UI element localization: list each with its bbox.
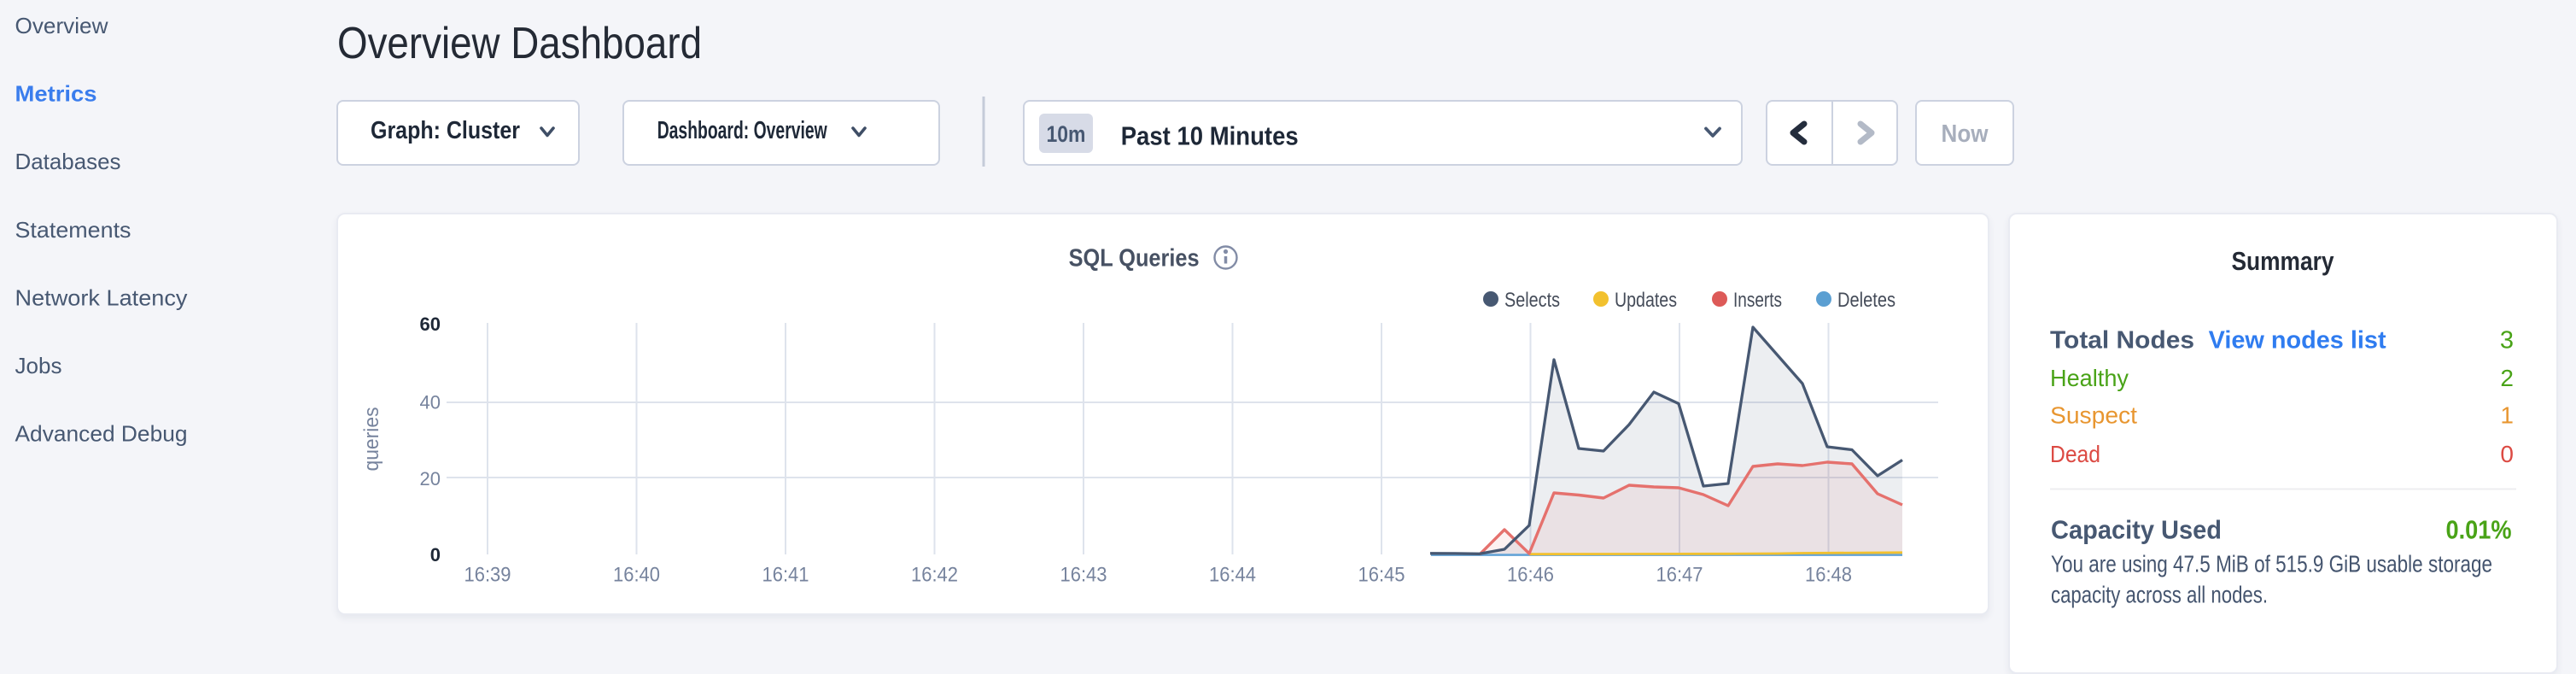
svg-text:Graph: Cluster: Graph: Cluster — [371, 117, 520, 144]
svg-text:Dashboard: Overview: Dashboard: Overview — [657, 117, 827, 144]
svg-text:Total Nodes: Total Nodes — [2050, 327, 2194, 355]
svg-text:SQL Queries: SQL Queries — [1069, 245, 1200, 273]
svg-text:Capacity Used: Capacity Used — [2051, 515, 2222, 545]
svg-text:Summary: Summary — [2232, 246, 2335, 276]
svg-text:16:44: 16:44 — [1209, 564, 1256, 587]
svg-text:20: 20 — [420, 468, 441, 489]
svg-text:Updates: Updates — [1615, 289, 1677, 312]
svg-text:0.01%: 0.01% — [2446, 515, 2512, 545]
svg-text:16:46: 16:46 — [1507, 564, 1554, 587]
svg-text:queries: queries — [360, 407, 383, 472]
svg-text:16:41: 16:41 — [762, 564, 809, 587]
svg-text:Dead: Dead — [2050, 441, 2100, 467]
svg-text:Metrics: Metrics — [15, 81, 97, 107]
svg-text:Healthy: Healthy — [2050, 365, 2129, 391]
svg-text:16:39: 16:39 — [464, 564, 511, 587]
svg-text:Past 10 Minutes: Past 10 Minutes — [1121, 121, 1299, 151]
svg-text:Jobs: Jobs — [15, 353, 62, 378]
svg-text:View nodes list: View nodes list — [2209, 327, 2386, 355]
svg-text:2: 2 — [2500, 365, 2514, 391]
svg-text:16:45: 16:45 — [1358, 564, 1405, 587]
svg-text:40: 40 — [420, 392, 441, 413]
svg-text:0: 0 — [430, 544, 441, 566]
svg-text:You are using 47.5 MiB of 515.: You are using 47.5 MiB of 515.9 GiB usab… — [2051, 551, 2492, 577]
svg-text:Advanced Debug: Advanced Debug — [15, 421, 188, 447]
svg-text:10m: 10m — [1047, 121, 1086, 147]
svg-text:Overview: Overview — [15, 13, 108, 38]
svg-text:Statements: Statements — [15, 217, 131, 243]
svg-text:Network Latency: Network Latency — [15, 285, 188, 311]
svg-text:1: 1 — [2500, 402, 2514, 429]
svg-text:Inserts: Inserts — [1733, 289, 1782, 312]
svg-text:0: 0 — [2500, 441, 2514, 467]
svg-text:Suspect: Suspect — [2050, 402, 2137, 429]
svg-text:3: 3 — [2500, 327, 2514, 355]
svg-text:capacity across all nodes.: capacity across all nodes. — [2051, 582, 2268, 608]
svg-text:Databases: Databases — [15, 149, 121, 174]
svg-text:Selects: Selects — [1504, 289, 1560, 312]
svg-text:16:48: 16:48 — [1805, 564, 1852, 587]
svg-text:Overview Dashboard: Overview Dashboard — [337, 19, 702, 68]
svg-text:16:42: 16:42 — [911, 564, 958, 587]
svg-text:16:47: 16:47 — [1656, 564, 1703, 587]
svg-text:Now: Now — [1942, 120, 1989, 148]
svg-text:16:40: 16:40 — [613, 564, 660, 587]
svg-text:16:43: 16:43 — [1060, 564, 1107, 587]
svg-text:Deletes: Deletes — [1837, 289, 1895, 312]
svg-text:60: 60 — [420, 314, 441, 335]
